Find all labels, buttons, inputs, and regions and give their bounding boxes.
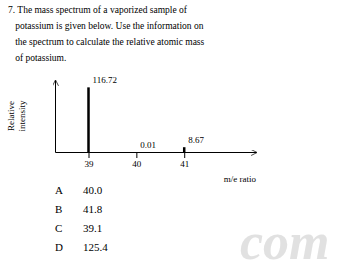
y-label: intensity	[17, 100, 27, 131]
title: potassium is given below. Use the inform…	[8, 21, 204, 31]
y-axis-line	[55, 81, 56, 153]
x-tick-mark	[184, 152, 185, 158]
chart: com 7. The mass spectrum of a vaporized s…	[0, 0, 356, 270]
watermark: com	[240, 213, 330, 270]
x-axis-line	[56, 152, 257, 153]
choice-value: 41.8	[83, 203, 103, 215]
title: the spectrum to calculate the relative a…	[8, 37, 205, 47]
data-label: 8.67	[188, 135, 204, 145]
title: 7. The mass spectrum of a vaporized samp…	[8, 5, 188, 15]
y-label: Relative	[6, 101, 16, 131]
plot: 39 40 41 116.72 0.01 8.67	[56, 75, 257, 169]
choice-value: 40.0	[83, 184, 103, 196]
x-tick: 40	[132, 152, 142, 169]
x-tick: 41	[180, 152, 189, 169]
x-tick-mark	[89, 152, 90, 158]
bar	[135, 151, 138, 152]
choice-value: 125.4	[83, 241, 108, 253]
x-tick-mark	[136, 152, 137, 158]
data-label: 116.72	[93, 75, 117, 85]
bars	[87, 87, 185, 152]
choice-letter: B	[55, 203, 62, 215]
x-tick-label: 41	[180, 159, 189, 169]
data-label: 0.01	[140, 140, 156, 150]
bar	[87, 87, 90, 152]
choice-letter: D	[55, 241, 63, 253]
y-axis	[55, 81, 56, 153]
x-label: m/e ratio	[224, 174, 257, 184]
choice-value: 39.1	[83, 222, 102, 234]
bar	[183, 147, 186, 152]
x-axis: 39 40 41	[56, 152, 257, 169]
x-tick-label: 39	[85, 159, 95, 169]
x-tick: 39	[85, 152, 95, 169]
data-labels: 116.72 0.01 8.67	[93, 75, 205, 150]
title: of potassium.	[8, 53, 66, 63]
choice-letter: C	[55, 222, 62, 234]
x-tick-label: 40	[132, 159, 142, 169]
choice-letter: A	[55, 184, 63, 196]
